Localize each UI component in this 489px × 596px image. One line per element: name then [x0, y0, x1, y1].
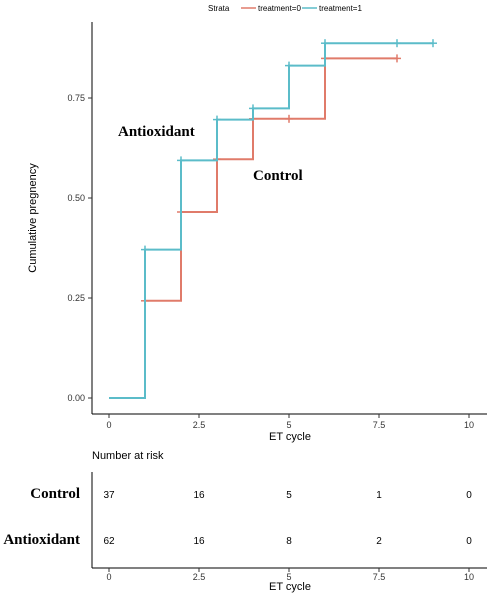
- risk-cell: 16: [193, 536, 205, 547]
- main-plot: 0 2.5 5 7.5 10 0.00 0.25 0.50 0.75 ET cycle Cumu…: [27, 22, 487, 443]
- legend: Strata treatment=0 treatment=1: [208, 4, 362, 13]
- risk-cell: 5: [286, 490, 292, 501]
- risk-cell: 37: [103, 490, 115, 501]
- risk-cell: 1: [376, 490, 382, 501]
- risk-cell: 8: [286, 536, 292, 547]
- x-tick-label: 10: [464, 420, 474, 430]
- curve-annotations: Antioxidant Control: [118, 124, 303, 184]
- legend-label-treatment-1: treatment=1: [319, 4, 362, 13]
- risk-x-tick-label: 7.5: [373, 572, 386, 582]
- risk-row-label: Antioxidant: [3, 532, 80, 548]
- x-tick-label: 5: [286, 420, 291, 430]
- x-tick-label: 2.5: [193, 420, 206, 430]
- censor-mark: [285, 114, 293, 123]
- censor-mark: [141, 245, 149, 254]
- risk-cell: 0: [466, 490, 472, 501]
- legend-title: Strata: [208, 4, 230, 13]
- x-tick-label: 0: [106, 420, 111, 430]
- x-axis-title: ET cycle: [269, 431, 311, 443]
- y-tick-label: 0.00: [67, 393, 85, 403]
- y-axis-title: Cumulative pregnency: [27, 163, 39, 273]
- risk-x-axis-title: ET cycle: [269, 581, 311, 593]
- risk-rows: Control 37 16 5 1 0 Antioxidant 62 16 8 2 0: [3, 486, 472, 548]
- x-tick-label: 7.5: [373, 420, 386, 430]
- censor-mark: [393, 54, 401, 63]
- risk-cell: 0: [466, 536, 472, 547]
- censor-mark: [177, 156, 185, 165]
- curve-treatment-1: [109, 42, 433, 399]
- risk-table: Number at risk Control 37 16 5 1 0Antioxidant…: [3, 450, 487, 593]
- risk-x-tick-label: 5: [286, 572, 291, 582]
- censor-mark: [213, 115, 221, 124]
- annotation-label: Antioxidant: [118, 124, 195, 140]
- risk-x-tick-label: 0: [106, 572, 111, 582]
- y-tick-label: 0.75: [67, 93, 85, 103]
- risk-cell: 62: [103, 536, 115, 547]
- censor-mark: [393, 39, 401, 48]
- annotation-label: Control: [253, 168, 303, 184]
- y-tick-label: 0.25: [67, 293, 85, 303]
- risk-cell: 2: [376, 536, 382, 547]
- censor-mark: [429, 39, 437, 48]
- legend-label-treatment-0: treatment=0: [258, 4, 301, 13]
- risk-x-tick-label: 10: [464, 572, 474, 582]
- risk-cell: 16: [193, 490, 205, 501]
- risk-row-label: Control: [30, 486, 80, 502]
- risk-axis-ticks: 0 2.5 5 7.5 10: [106, 568, 474, 582]
- survival-curves: [109, 39, 437, 399]
- y-tick-label: 0.50: [67, 193, 85, 203]
- censor-mark: [285, 61, 293, 70]
- censor-mark: [249, 104, 257, 113]
- risk-table-title: Number at risk: [92, 450, 164, 462]
- censor-mark: [321, 39, 329, 48]
- risk-x-tick-label: 2.5: [193, 572, 206, 582]
- main-axis-ticks: 0 2.5 5 7.5 10 0.00 0.25 0.50 0.75: [67, 93, 474, 430]
